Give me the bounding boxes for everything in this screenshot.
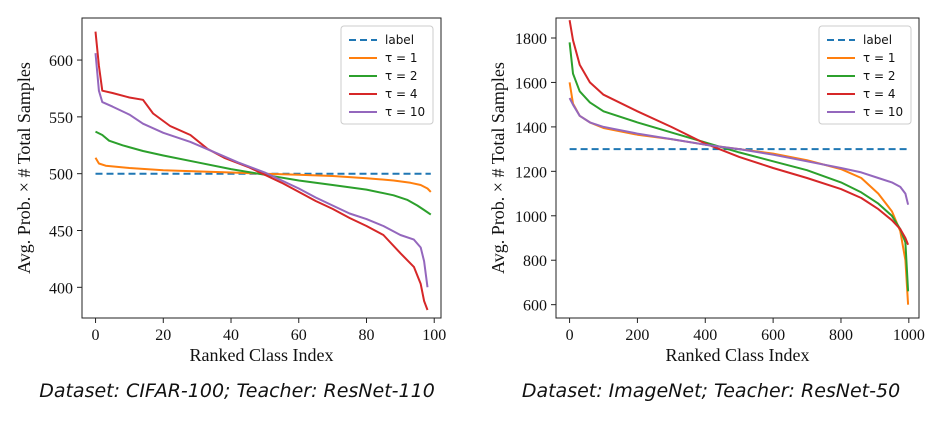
series-line-3	[94, 31, 429, 311]
legend-label: τ = 4	[385, 87, 418, 101]
series-line-3	[568, 20, 910, 246]
y-tick-label: 1800	[515, 31, 547, 48]
y-tick-label: 1200	[515, 164, 547, 181]
x-tick-label: 100	[422, 327, 446, 344]
y-tick-label: 1600	[515, 75, 547, 92]
series-group	[94, 31, 432, 311]
x-tick-label: 1000	[893, 327, 925, 344]
y-tick-label: 800	[523, 253, 547, 270]
legend-label: τ = 4	[863, 87, 896, 101]
x-tick-label: 40	[223, 327, 239, 344]
series-line-1	[94, 157, 432, 193]
x-axis-label: Ranked Class Index	[666, 345, 810, 365]
legend-box	[340, 25, 434, 125]
y-tick-label: 450	[49, 224, 73, 241]
x-tick-label: 800	[829, 327, 853, 344]
x-tick-label: 80	[358, 327, 374, 344]
x-tick-label: 0	[566, 327, 574, 344]
legend-label: τ = 2	[385, 69, 418, 83]
x-tick-label: 0	[92, 327, 100, 344]
legend-label: τ = 10	[863, 105, 903, 119]
y-tick-label: 600	[49, 53, 73, 70]
legend-label: τ = 1	[385, 51, 418, 65]
y-axis-label: Avg. Prob. × # Total Samples	[488, 62, 508, 274]
chart-imagenet: 0 200 400 600 800 1000 600 800 1000 1200 1400 1600 1…	[488, 17, 925, 365]
legend-label: τ = 10	[385, 105, 425, 119]
y-tick-label: 600	[523, 298, 547, 315]
y-tick-label: 500	[49, 167, 73, 184]
x-tick-label: 600	[761, 327, 785, 344]
x-axis-label: Ranked Class Index	[190, 345, 334, 365]
y-tick-label: 400	[49, 280, 73, 297]
plot-frame	[555, 17, 920, 319]
series-group	[568, 20, 910, 305]
caption-right: Dataset: ImageNet; Teacher: ResNet-50	[521, 380, 901, 402]
chart-cifar100: 0 20 40 60 80 100 400 450 500 550 600 Ranked Class …	[14, 17, 446, 365]
x-tick-label: 60	[291, 327, 307, 344]
legend-label: τ = 1	[863, 51, 896, 65]
series-line-4	[568, 97, 910, 205]
legend-label: label	[863, 33, 892, 47]
legend-label: τ = 2	[863, 69, 896, 83]
y-tick-label: 1400	[515, 120, 547, 137]
x-tick-label: 200	[625, 327, 649, 344]
legend-label: label	[385, 33, 414, 47]
series-line-2	[568, 42, 910, 292]
y-axis-label: Avg. Prob. × # Total Samples	[14, 62, 34, 274]
y-tick-label: 550	[49, 110, 73, 127]
x-tick-label: 400	[693, 327, 717, 344]
legend-box	[818, 25, 912, 125]
series-line-4	[94, 53, 429, 288]
caption-left: Dataset: CIFAR-100; Teacher: ResNet-110	[39, 380, 435, 402]
x-tick-label: 20	[155, 327, 171, 344]
y-tick-label: 1000	[515, 209, 547, 226]
plot-frame	[81, 17, 442, 319]
